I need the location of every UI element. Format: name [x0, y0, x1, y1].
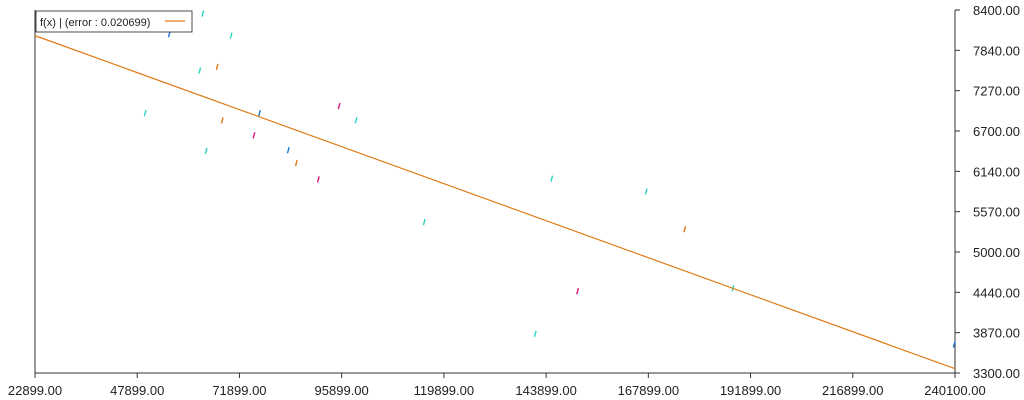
y-tick-label: 6700.00 [973, 124, 1020, 139]
data-point [576, 287, 580, 295]
data-point [198, 67, 202, 74]
x-tick-label: 47899.00 [110, 383, 164, 398]
data-point [644, 188, 648, 195]
y-tick-label: 6140.00 [973, 164, 1020, 179]
data-point [201, 10, 205, 17]
legend-label: f(x) | (error : 0.020699) [40, 17, 150, 29]
data-point [683, 226, 687, 233]
y-tick-label: 8400.00 [973, 3, 1020, 18]
x-tick-label: 143899.00 [515, 383, 576, 398]
fit-line [34, 35, 956, 370]
x-tick-label: 216899.00 [822, 383, 883, 398]
data-point [550, 175, 554, 182]
y-tick-label: 4440.00 [973, 285, 1020, 300]
data-point [252, 132, 256, 139]
data-point [354, 117, 358, 124]
y-tick-label: 5570.00 [973, 205, 1020, 220]
data-point [952, 341, 956, 348]
data-point [215, 63, 219, 71]
x-tick-label: 22899.00 [8, 383, 62, 398]
data-point [337, 102, 341, 110]
data-point [143, 110, 147, 117]
y-tick-label: 7840.00 [973, 43, 1020, 58]
data-point [258, 110, 261, 117]
x-tick-label: 240100.00 [924, 383, 985, 398]
data-point [316, 176, 320, 183]
data-point [204, 147, 208, 155]
data-point [286, 147, 290, 154]
x-tick-label: 119899.00 [414, 383, 475, 398]
legend-box [35, 10, 193, 33]
x-tick-label: 95899.00 [315, 383, 369, 398]
x-tick-label: 167899.00 [618, 383, 679, 398]
y-tick-label: 7270.00 [973, 84, 1020, 99]
data-point [422, 218, 426, 226]
data-point [533, 330, 537, 338]
data-point [220, 117, 224, 124]
x-tick-label: 71899.00 [212, 383, 266, 398]
data-point [294, 159, 298, 167]
x-tick-label: 191899.00 [720, 383, 781, 398]
y-tick-label: 3870.00 [973, 326, 1020, 341]
y-tick-label: 3300.00 [973, 366, 1020, 381]
y-tick-label: 5000.00 [973, 245, 1020, 260]
data-point [229, 32, 233, 39]
